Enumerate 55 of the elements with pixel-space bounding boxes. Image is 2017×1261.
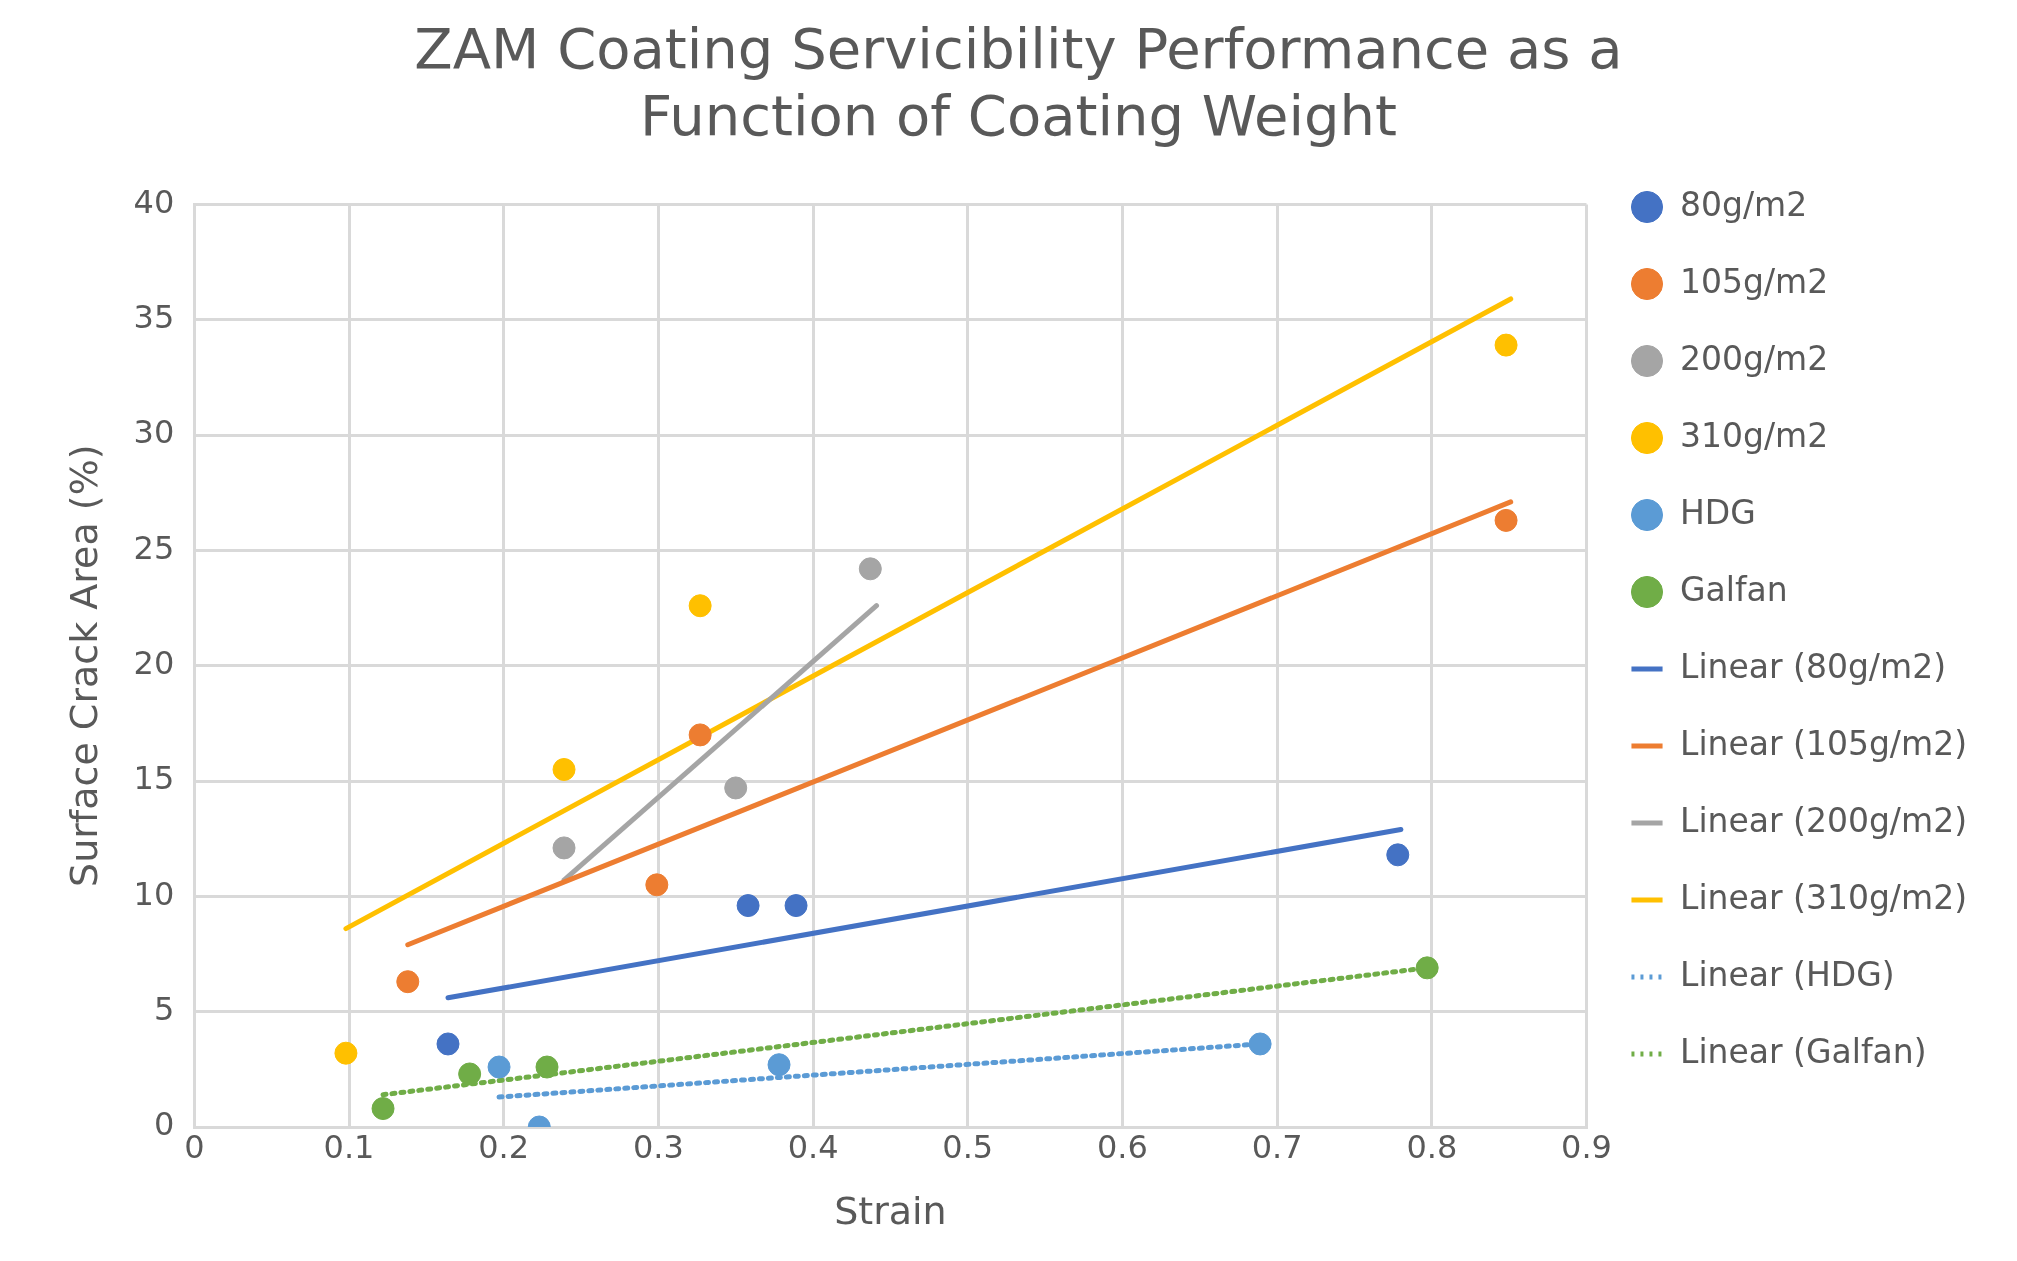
x-tick-label: 0.9 <box>1561 1127 1612 1166</box>
legend-label: Linear (310g/m2) <box>1680 877 1968 917</box>
legend-label: 80g/m2 <box>1680 184 1808 224</box>
point <box>396 970 420 994</box>
chart-title: ZAM Coating Servicibility Performance as a Function of Coating Weight <box>414 16 1623 149</box>
legend-label: Linear (200g/m2) <box>1680 800 1968 840</box>
legend-label: Galfan <box>1680 569 1788 609</box>
x-tick-label: 0.6 <box>1097 1127 1148 1166</box>
legend-label: Linear (80g/m2) <box>1680 646 1947 686</box>
x-axis-title: Strain <box>834 1189 947 1234</box>
point <box>1248 1032 1272 1056</box>
point <box>736 894 760 918</box>
point <box>552 757 576 781</box>
point <box>1494 508 1518 532</box>
y-axis-title: Surface Crack Area (%) <box>61 444 106 887</box>
point <box>334 1041 358 1065</box>
point <box>724 776 748 800</box>
x-tick-label: 0.5 <box>942 1127 994 1166</box>
point <box>688 594 712 618</box>
point <box>1386 843 1410 867</box>
point <box>767 1053 791 1077</box>
x-tick-label: 0.3 <box>632 1127 684 1166</box>
point <box>784 894 808 918</box>
legend-label: Linear (HDG) <box>1680 954 1895 994</box>
y-tick-label: 10 <box>133 874 175 913</box>
x-tick-label: 0 <box>184 1127 205 1166</box>
point <box>645 873 669 897</box>
x-tick-label: 0.8 <box>1406 1127 1458 1166</box>
y-tick-label: 25 <box>133 528 175 567</box>
point <box>458 1062 482 1086</box>
y-tick-label: 20 <box>133 644 175 683</box>
legend-label: 310g/m2 <box>1680 415 1829 455</box>
y-tick-label: 5 <box>153 989 175 1028</box>
legend-label: HDG <box>1680 492 1756 532</box>
point <box>1494 333 1518 357</box>
point <box>436 1032 460 1056</box>
y-tick-label: 15 <box>133 759 175 798</box>
y-tick-label: 30 <box>133 413 175 452</box>
point <box>535 1055 559 1079</box>
x-tick-label: 0.7 <box>1251 1127 1303 1166</box>
point <box>858 557 882 581</box>
y-tick-label: 40 <box>133 182 175 221</box>
point <box>1415 956 1439 980</box>
point <box>371 1097 395 1121</box>
y-tick-label: 35 <box>133 298 175 337</box>
legend-label: Linear (105g/m2) <box>1680 723 1968 763</box>
x-tick-label: 0.4 <box>787 1127 839 1166</box>
point <box>487 1055 511 1079</box>
x-tick-label: 0.1 <box>323 1127 375 1166</box>
point <box>688 723 712 747</box>
x-tick-label: 0.2 <box>478 1127 530 1166</box>
legend-label: 105g/m2 <box>1680 261 1829 301</box>
legend-label: Linear (Galfan) <box>1680 1031 1927 1071</box>
legend-label: 200g/m2 <box>1680 338 1829 378</box>
point <box>552 836 576 860</box>
